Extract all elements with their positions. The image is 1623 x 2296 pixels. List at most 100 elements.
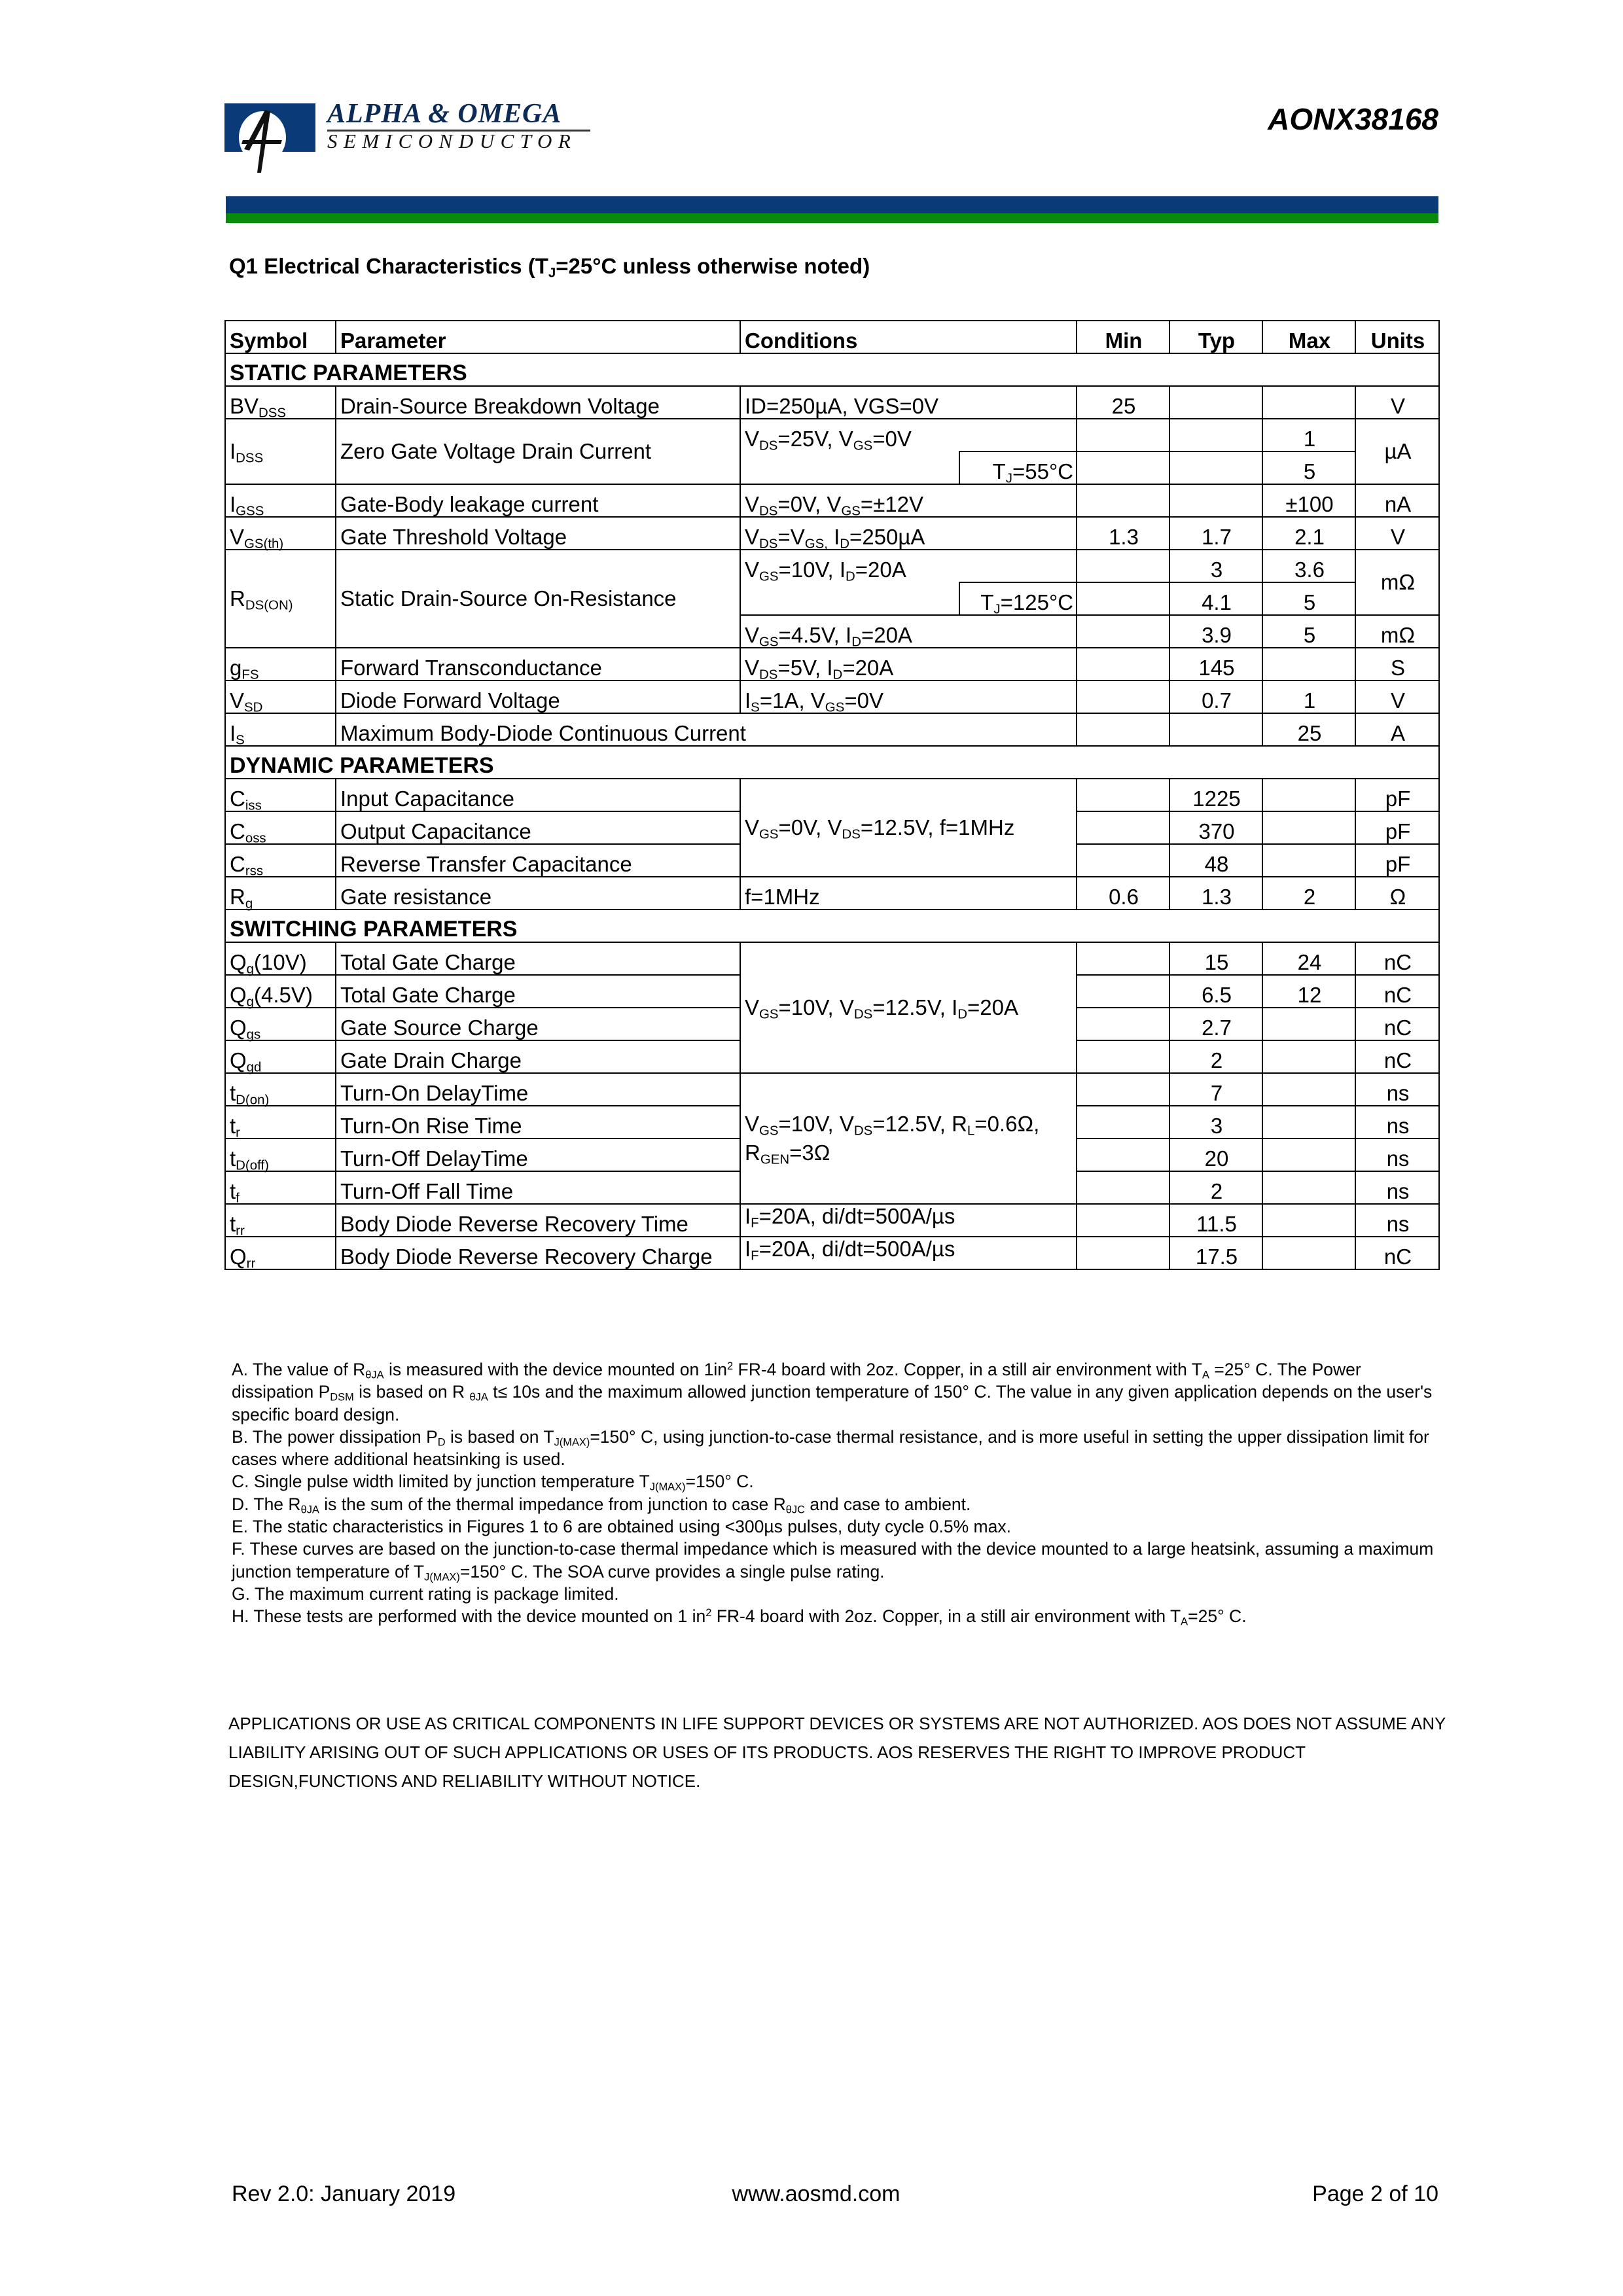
min-cell — [1076, 1040, 1170, 1074]
symbol-cell: tD(off) — [224, 1138, 336, 1172]
section-label: DYNAMIC PARAMETERS — [224, 745, 1440, 779]
parameter-cell: Input Capacitance — [335, 778, 741, 812]
conditions-cell: IF=20A, di/dt=500A/µs — [740, 1203, 1077, 1237]
typ-cell — [1169, 713, 1263, 747]
footnote-c: C. Single pulse width limited by junctio… — [232, 1472, 754, 1494]
table-row: tf Turn-Off Fall Time 2 ns — [224, 1171, 1440, 1205]
footnote-d: D. The RθJA is the sum of the thermal im… — [232, 1494, 971, 1516]
min-cell — [1076, 1138, 1170, 1172]
min-cell — [1076, 582, 1170, 616]
parameter-cell: Drain-Source Breakdown Voltage — [335, 385, 741, 419]
conditions-line-2: RGEN=3Ω — [745, 1140, 830, 1167]
typ-cell: 370 — [1169, 811, 1263, 845]
logo-company-name: ALPHA & OMEGA — [327, 99, 562, 129]
typ-cell: 7 — [1169, 1072, 1263, 1106]
table-row: BVDSS Drain-Source Breakdown Voltage ID=… — [224, 385, 1440, 419]
symbol-cell: VSD — [224, 680, 336, 714]
min-cell — [1076, 1171, 1170, 1205]
parameter-cell: Gate resistance — [335, 876, 741, 910]
units-cell: ns — [1355, 1171, 1440, 1205]
parameter-cell: Turn-Off DelayTime — [335, 1138, 741, 1172]
table-row: gFS Forward Transconductance VDS=5V, ID=… — [224, 647, 1440, 681]
min-cell — [1076, 647, 1170, 681]
symbol-cell: Rg — [224, 876, 336, 910]
typ-cell: 0.7 — [1169, 680, 1263, 714]
table-row: trr Body Diode Reverse Recovery Time IF=… — [224, 1203, 1440, 1237]
symbol-cell: RDS(ON) — [224, 549, 336, 648]
table-row: VGS=4.5V, ID=20A 3.9 5 mΩ — [225, 614, 1440, 648]
units-cell: nA — [1355, 484, 1440, 518]
conditions-cell: VGS=10V, VDS=12.5V, RL=0.6Ω, RGEN=3Ω — [740, 1072, 1077, 1205]
table-row: Rg Gate resistance f=1MHz 0.6 1.3 2 Ω — [224, 876, 1440, 910]
symbol-cell: IS — [224, 713, 336, 747]
footer-website-link[interactable]: www.aosmd.com — [732, 2181, 901, 2206]
table-row: tr Turn-On Rise Time 3 ns — [224, 1105, 1440, 1139]
conditions-cell: VDS=VGS, ID=250µA — [740, 516, 1077, 550]
parameter-cell: Forward Transconductance — [335, 647, 741, 681]
table-row: IS Maximum Body-Diode Continuous Current… — [224, 713, 1440, 747]
units-cell: pF — [1355, 811, 1440, 845]
typ-cell: 6.5 — [1169, 974, 1263, 1008]
conditions-cell: VGS=0V, VDS=12.5V, f=1MHz — [740, 778, 1077, 877]
symbol-cell: Crss — [224, 843, 336, 877]
table-row: Qgs Gate Source Charge 2.7 nC — [224, 1007, 1440, 1041]
parameter-cell: Gate Source Charge — [335, 1007, 741, 1041]
units-cell: ns — [1355, 1138, 1440, 1172]
units-cell: pF — [1355, 843, 1440, 877]
max-cell — [1262, 1203, 1356, 1237]
max-cell — [1262, 1105, 1356, 1139]
parameter-cell: Total Gate Charge — [335, 942, 741, 976]
max-cell: 12 — [1262, 974, 1356, 1008]
units-cell: V — [1355, 680, 1440, 714]
symbol-cell: trr — [224, 1203, 336, 1237]
conditions-cell: VDS=5V, ID=20A — [740, 647, 1077, 681]
typ-cell: 145 — [1169, 647, 1263, 681]
company-logo — [224, 103, 315, 173]
max-cell: 2.1 — [1262, 516, 1356, 550]
symbol-cell: IGSS — [224, 484, 336, 518]
header-band-blue — [226, 196, 1438, 213]
max-cell: 24 — [1262, 942, 1356, 976]
max-cell: 2 — [1262, 876, 1356, 910]
footer-revision: Rev 2.0: January 2019 — [232, 2181, 456, 2206]
min-cell — [1076, 1072, 1170, 1106]
conditions-cell — [740, 451, 960, 485]
min-cell — [1076, 1203, 1170, 1237]
min-cell — [1076, 811, 1170, 845]
parameter-cell: Gate Threshold Voltage — [335, 516, 741, 550]
parameter-cell: Turn-On Rise Time — [335, 1105, 741, 1139]
header-parameter: Parameter — [335, 320, 741, 354]
units-cell: pF — [1355, 778, 1440, 812]
legal-disclaimer: APPLICATIONS OR USE AS CRITICAL COMPONEN… — [228, 1714, 1446, 1791]
conditions-cell: ID=250µA, VGS=0V — [740, 385, 1077, 419]
max-cell — [1262, 1007, 1356, 1041]
min-cell — [1076, 1007, 1170, 1041]
symbol-cell: IDSS — [224, 418, 336, 485]
table-row: Qgd Gate Drain Charge 2 nC — [224, 1040, 1440, 1074]
max-cell: 5 — [1262, 582, 1356, 616]
symbol-cell: VGS(th) — [224, 516, 336, 550]
table-row: Qg(10V) Total Gate Charge VGS=10V, VDS=1… — [224, 942, 1440, 1074]
min-cell — [1076, 549, 1170, 583]
units-cell: nC — [1355, 1236, 1440, 1270]
units-cell: ns — [1355, 1072, 1440, 1106]
conditions-cell: VGS=10V, VDS=12.5V, ID=20A — [740, 942, 1077, 1074]
conditions-cell: IS=1A, VGS=0V — [740, 680, 1077, 714]
units-cell: mΩ — [1355, 549, 1440, 616]
max-cell: 1 — [1262, 418, 1356, 452]
min-cell — [1076, 942, 1170, 976]
header-symbol: Symbol — [224, 320, 336, 354]
max-cell: 5 — [1262, 614, 1356, 648]
conditions-cell: VGS=10V, ID=20A — [740, 549, 1077, 583]
header-band-green — [226, 213, 1438, 223]
units-cell: nC — [1355, 942, 1440, 976]
max-cell — [1262, 385, 1356, 419]
units-cell: nC — [1355, 974, 1440, 1008]
units-cell: ns — [1355, 1203, 1440, 1237]
min-cell: 1.3 — [1076, 516, 1170, 550]
footnote-g: G. The maximum current rating is package… — [232, 1583, 619, 1604]
table-row: Qrr Body Diode Reverse Recovery Charge I… — [224, 1236, 1440, 1270]
section-row-static: STATIC PARAMETERS — [224, 353, 1440, 387]
parameter-cell: Gate Drain Charge — [335, 1040, 741, 1074]
header-units: Units — [1355, 320, 1440, 354]
